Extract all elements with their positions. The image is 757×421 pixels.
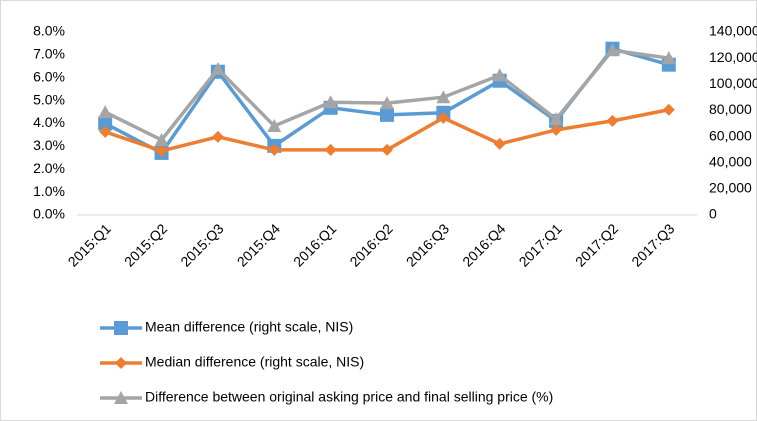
y-tick-label: 8.0% [33,23,65,39]
marker [436,90,451,104]
legend-label: Median difference (right scale, NIS) [145,354,364,370]
y-tick-label: 7.0% [33,46,65,62]
marker [380,96,394,110]
marker [99,125,112,138]
y2-tick-label: 140,000 [709,23,757,39]
marker [492,68,507,82]
marker [549,112,564,126]
marker [98,116,113,131]
y2-tick-label: 40,000 [709,153,752,169]
y-tick-label: 0.0% [33,206,65,222]
marker [381,143,393,156]
marker [210,62,225,76]
y2-tick-label: 80,000 [709,101,752,117]
y-tick-label: 6.0% [33,68,65,84]
marker [661,51,676,65]
y2-tick-label: 100,000 [709,75,757,91]
marker [267,119,282,133]
y2-tick-label: 20,000 [709,180,752,196]
marker [606,114,619,127]
marker [268,143,281,156]
legend-label: Difference between original asking price… [145,389,553,405]
y-tick-label: 5.0% [33,91,65,107]
legend-marker [114,321,128,335]
marker [98,105,113,119]
y-tick-label: 1.0% [33,183,65,199]
marker [155,144,168,157]
marker [437,111,450,124]
y2-tick-label: 60,000 [709,127,752,143]
legend-marker [115,357,127,369]
marker [154,132,169,146]
marker [662,103,675,116]
marker [323,95,338,109]
marker [211,130,224,143]
y-tick-label: 2.0% [33,160,65,176]
marker [380,107,394,122]
marker [493,137,506,150]
marker [550,123,563,136]
legend-marker [114,391,128,404]
marker [605,43,620,57]
y2-tick-label: 0 [709,206,717,222]
y-tick-label: 3.0% [33,137,65,153]
legend-label: Mean difference (right scale, NIS) [145,319,353,335]
y-tick-label: 4.0% [33,114,65,130]
marker [324,143,337,156]
y2-tick-label: 120,000 [709,49,757,65]
